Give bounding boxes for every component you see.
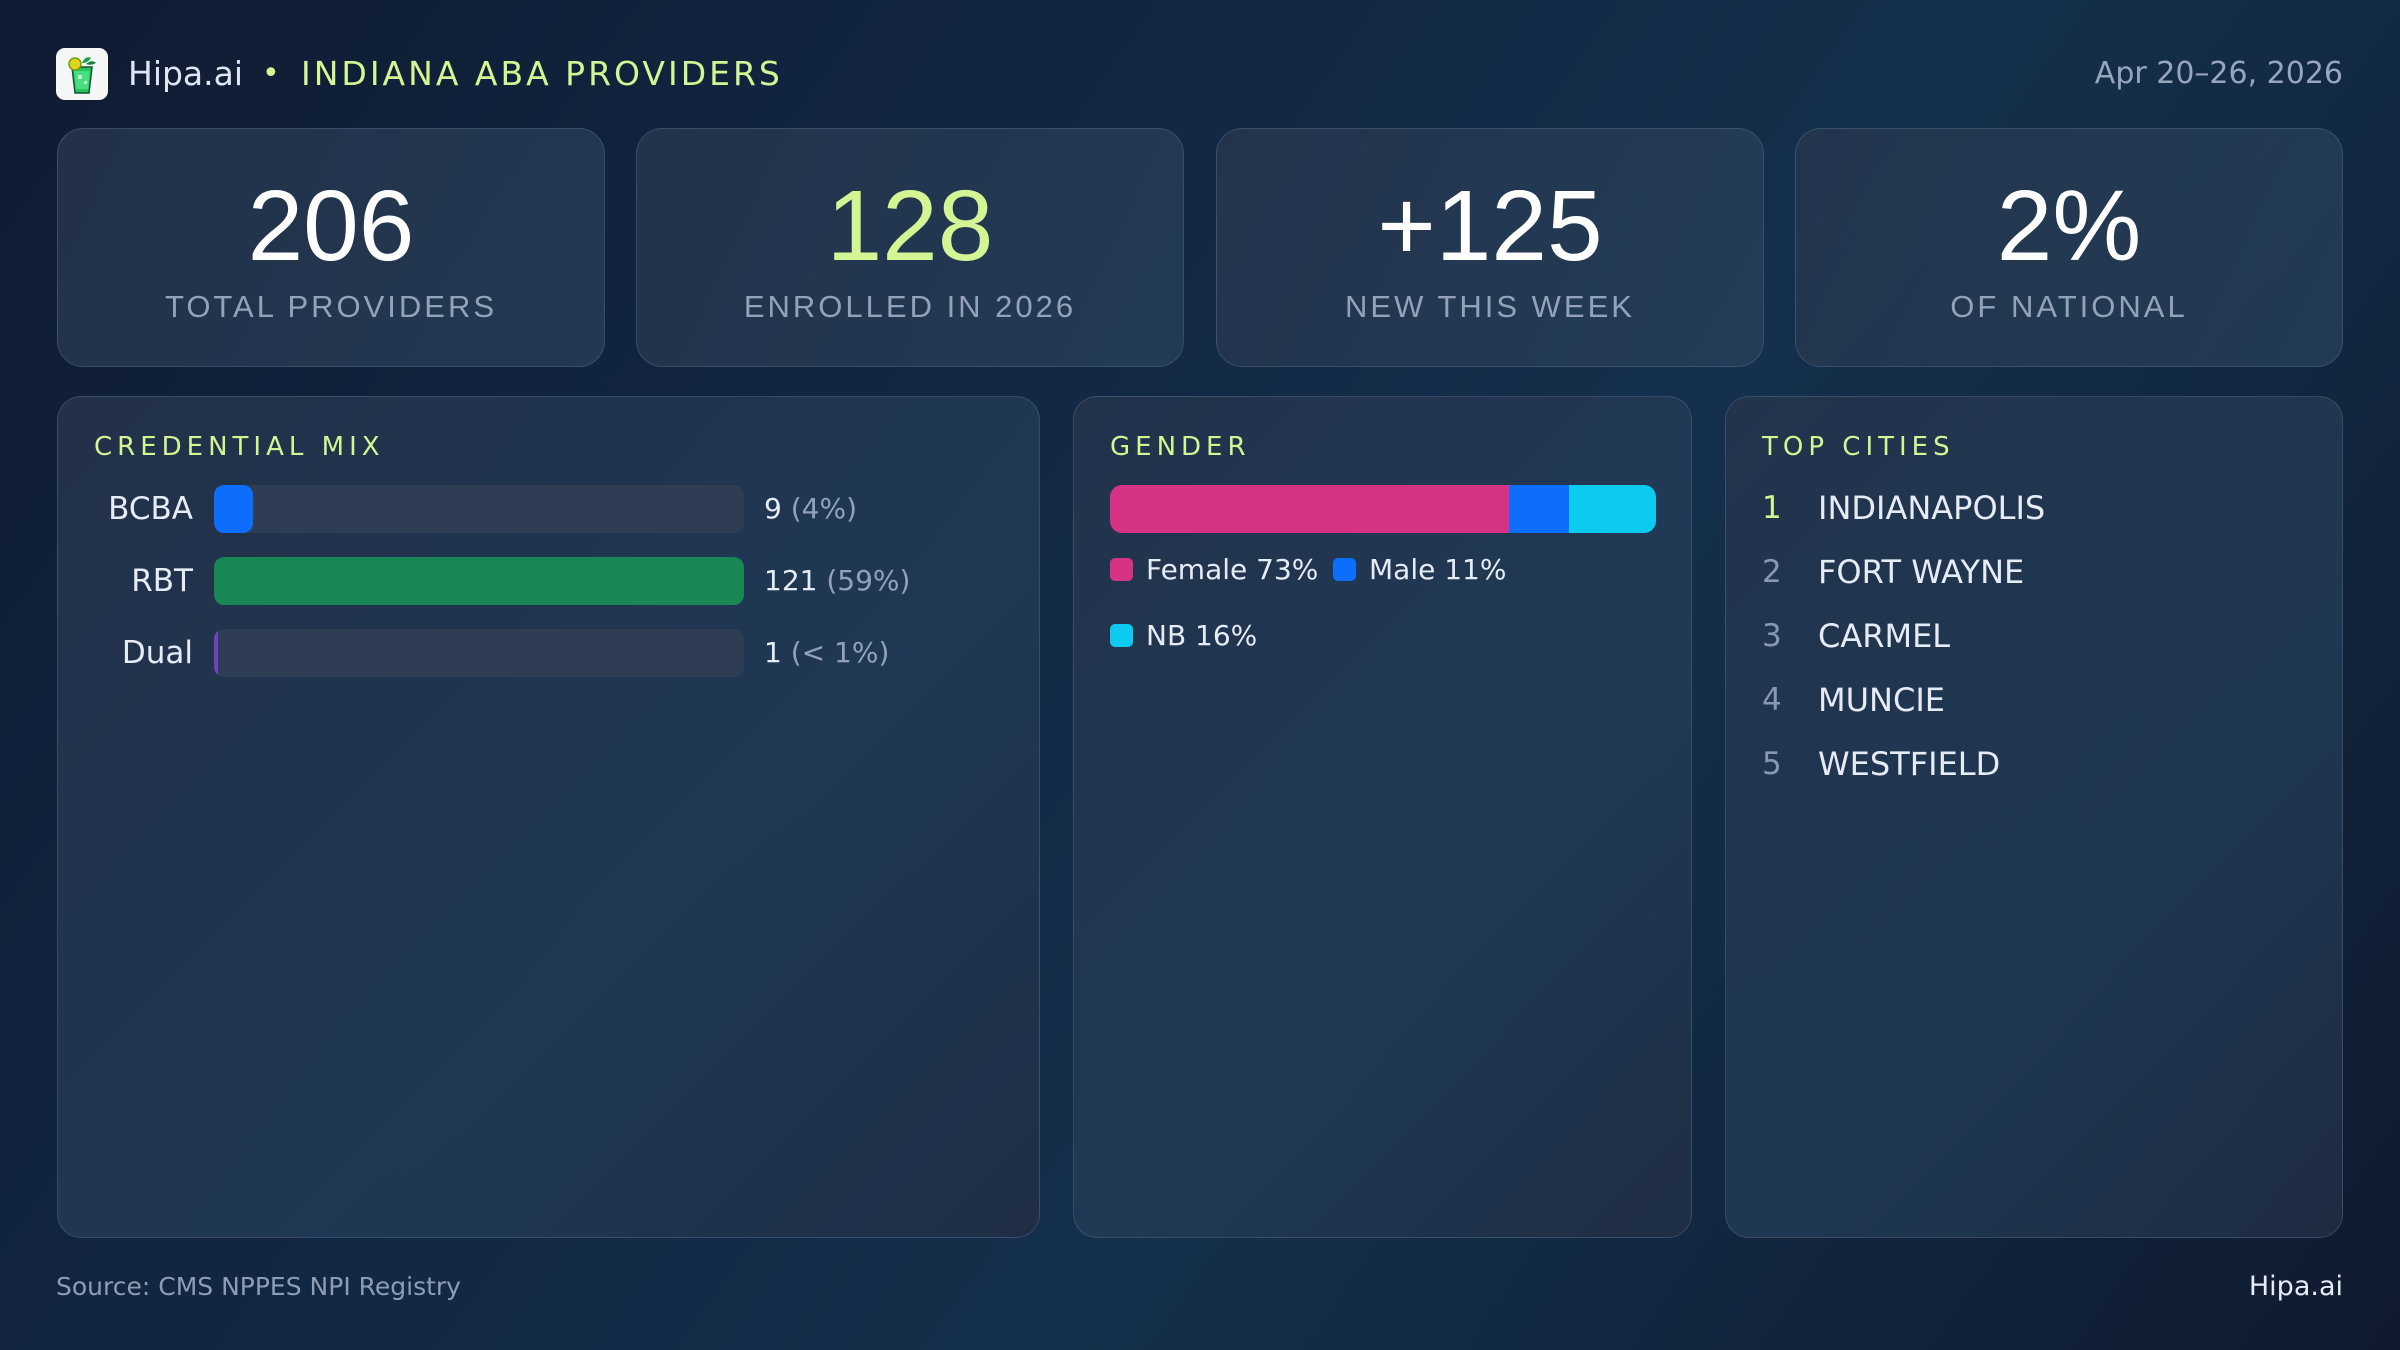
city-list-item: 1 INDIANAPOLIS: [1762, 486, 2045, 530]
city-list-item: 3 CARMEL: [1762, 614, 1950, 658]
credential-row-rbt: RBT 121 (59%): [58, 557, 1039, 605]
kpi-card-of-national: 2% OF NATIONAL: [1795, 128, 2343, 367]
credential-count: 1: [764, 636, 782, 669]
legend-swatch: [1110, 623, 1133, 647]
credential-label: BCBA: [108, 491, 193, 527]
separator-dot: •: [262, 56, 280, 91]
date-range: Apr 20–26, 2026: [2094, 56, 2343, 91]
credential-percent: (4%): [790, 492, 858, 525]
panel-title: GENDER: [1110, 432, 1251, 462]
kpi-value: +125: [1377, 170, 1603, 282]
credential-value: 9 (4%): [764, 485, 857, 533]
legend-label: Female 73%: [1146, 552, 1319, 586]
legend-swatch: [1333, 557, 1356, 581]
credential-value: 1 (< 1%): [764, 629, 889, 677]
credential-label: RBT: [131, 563, 193, 599]
kpi-value: 206: [247, 170, 415, 282]
bar-fill-bcba: [214, 485, 254, 533]
credential-count: 9: [764, 492, 782, 525]
city-name: CARMEL: [1818, 617, 1951, 655]
credential-label: Dual: [121, 635, 193, 671]
kpi-value: 128: [826, 170, 994, 282]
legend-label: NB 16%: [1146, 618, 1258, 652]
credential-count: 121: [764, 564, 818, 597]
city-name: MUNCIE: [1818, 681, 1945, 719]
city-rank: 4: [1762, 682, 1782, 718]
city-list-item: 4 MUNCIE: [1762, 678, 1945, 722]
kpi-value: 2%: [1996, 170, 2142, 282]
kpi-label: NEW THIS WEEK: [1345, 289, 1635, 324]
bar-track: [214, 485, 744, 533]
city-rank: 3: [1762, 618, 1782, 654]
city-name: WESTFIELD: [1818, 745, 2001, 783]
city-rank: 2: [1762, 554, 1782, 590]
bar-fill-dual: [214, 629, 219, 677]
source-note: Source: CMS NPPES NPI Registry: [56, 1272, 461, 1301]
kpi-card-new-this-week: +125 NEW THIS WEEK: [1216, 128, 1764, 367]
brand-name: Hipa.ai: [128, 54, 244, 93]
page-title: INDIANA ABA PROVIDERS: [301, 54, 783, 93]
kpi-label: OF NATIONAL: [1950, 289, 2188, 324]
gender-panel: GENDER Female 73% Male 11% NB 16%: [1073, 396, 1692, 1238]
credential-percent: (59%): [826, 564, 911, 597]
gender-segment-nb: [1568, 485, 1656, 533]
city-name: FORT WAYNE: [1818, 553, 2025, 591]
city-name: INDIANAPOLIS: [1818, 489, 2046, 527]
legend-item-nb: NB 16%: [1110, 615, 1257, 655]
bar-fill-rbt: [214, 557, 744, 605]
credential-value: 121 (59%): [764, 557, 910, 605]
logo: [56, 48, 108, 100]
city-rank: 1: [1762, 490, 1782, 526]
credential-mix-panel: CREDENTIAL MIX BCBA 9 (4%) RBT 121 (59%)…: [57, 396, 1040, 1238]
bar-track: [214, 557, 744, 605]
panel-title: CREDENTIAL MIX: [94, 432, 385, 462]
bar-track: [214, 629, 744, 677]
city-list-item: 5 WESTFIELD: [1762, 742, 2000, 786]
legend-label: Male 11%: [1369, 552, 1507, 586]
gender-segment-female: [1110, 485, 1509, 533]
gender-stacked-bar: [1110, 485, 1656, 533]
panel-title: TOP CITIES: [1762, 432, 1955, 462]
footer-brand: Hipa.ai: [2248, 1271, 2343, 1302]
mojito-glass-icon: [68, 57, 96, 94]
kpi-label: TOTAL PROVIDERS: [164, 289, 498, 324]
kpi-card-enrolled-2026: 128 ENROLLED IN 2026: [636, 128, 1184, 367]
city-rank: 5: [1762, 746, 1782, 782]
credential-row-bcba: BCBA 9 (4%): [58, 485, 1039, 533]
legend-item-male: Male 11%: [1333, 549, 1506, 589]
credential-row-dual: Dual 1 (< 1%): [58, 629, 1039, 677]
credential-percent: (< 1%): [790, 636, 890, 669]
gender-segment-male: [1508, 485, 1569, 533]
legend-swatch: [1110, 557, 1133, 581]
kpi-card-total-providers: 206 TOTAL PROVIDERS: [57, 128, 605, 367]
top-cities-panel: TOP CITIES 1 INDIANAPOLIS 2 FORT WAYNE 3…: [1725, 396, 2343, 1238]
city-list-item: 2 FORT WAYNE: [1762, 550, 2024, 594]
kpi-label: ENROLLED IN 2026: [743, 289, 1077, 324]
legend-item-female: Female 73%: [1110, 549, 1318, 589]
